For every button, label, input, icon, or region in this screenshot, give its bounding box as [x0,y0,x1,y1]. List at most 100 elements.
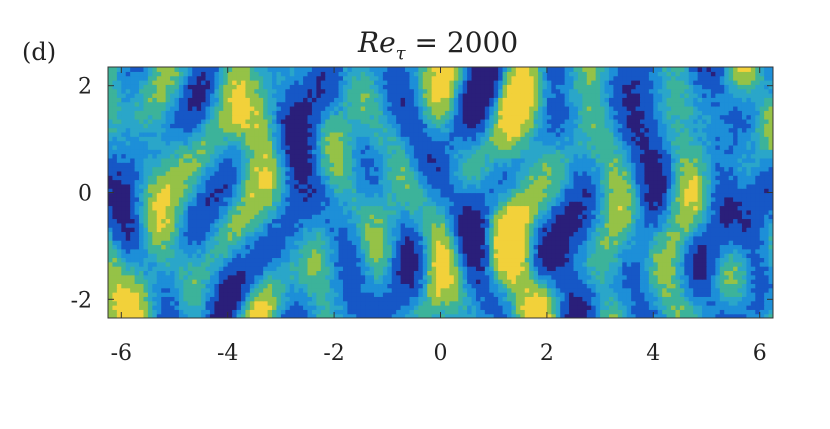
heatmap-cell [613,279,619,284]
heatmap-cell [205,235,211,241]
heatmap-cell [108,196,114,202]
heatmap-cell [236,214,242,220]
heatmap-cell [560,175,566,181]
heatmap-cell [507,227,513,233]
heatmap-cell [679,287,685,293]
heatmap-cell [298,309,304,315]
heatmap-cell [396,274,402,280]
heatmap-cell [289,170,295,176]
heatmap-cell [236,244,242,250]
heatmap-cell [648,244,654,250]
heatmap-cell [214,179,220,185]
heatmap-cell [413,313,419,318]
heatmap-cell [436,283,442,289]
heatmap-cell [507,218,513,224]
heatmap-cell [187,214,193,220]
heatmap-cell [666,266,672,271]
heatmap-cell [764,196,770,202]
heatmap-cell [507,274,513,280]
heatmap-cell [387,214,393,220]
heatmap-cell [409,261,415,267]
heatmap-cell [161,292,167,297]
heatmap-cell [635,235,641,241]
heatmap-cell [192,283,198,289]
heatmap-cell [342,266,348,271]
heatmap-cell [728,192,734,198]
heatmap-cell [338,205,344,211]
heatmap-cell [325,296,331,302]
heatmap-cell [161,175,167,181]
heatmap-cell [515,175,521,181]
heatmap-cell [569,235,575,241]
heatmap-cell [533,183,539,189]
heatmap-cell [542,205,548,211]
heatmap-cell [227,188,233,194]
heatmap-cell [600,222,606,228]
heatmap-cell [365,300,371,306]
heatmap-cell [573,283,579,289]
heatmap-cell [728,253,734,259]
heatmap-cell [484,222,490,228]
heatmap-cell [458,296,464,302]
heatmap-cell [249,296,255,302]
heatmap-cell [205,244,211,250]
heatmap-cell [648,248,654,254]
heatmap-cell [453,279,459,284]
heatmap-cell [258,175,264,181]
heatmap-cell [471,235,477,241]
heatmap-cell [298,201,304,207]
heatmap-cell [640,222,646,228]
heatmap-cell [183,261,189,267]
heatmap-cell [533,188,539,194]
heatmap-cell [152,196,158,202]
heatmap-cell [600,287,606,293]
heatmap-cell [125,222,131,228]
heatmap-cell [493,244,499,250]
heatmap-cell [546,313,552,318]
heatmap-cell [183,309,189,315]
heatmap-cell [440,313,446,318]
heatmap-cell [320,214,326,220]
heatmap-cell [640,296,646,302]
heatmap-cell [360,248,366,254]
heatmap-cell [307,196,313,202]
heatmap-cell [387,205,393,211]
heatmap-cell [529,296,535,302]
heatmap-cell [750,261,756,267]
heatmap-cell [125,218,131,224]
heatmap-cell [316,183,322,189]
heatmap-cell [635,240,641,246]
heatmap-cell [418,231,424,237]
heatmap-cell [475,305,481,310]
heatmap-cell [374,309,380,315]
heatmap-cell [108,261,114,267]
heatmap-cell [750,183,756,189]
heatmap-cell [294,192,300,198]
heatmap-cell [515,222,521,228]
heatmap-cell [741,201,747,207]
heatmap-cell [391,266,397,271]
heatmap-cell [710,248,716,254]
heatmap-cell [356,287,362,293]
heatmap-cell [298,192,304,198]
heatmap-cell [631,253,637,259]
heatmap-cell [684,257,690,263]
heatmap-cell [369,183,375,189]
heatmap-cell [400,274,406,280]
heatmap-cell [325,188,331,194]
heatmap-cell [515,192,521,198]
heatmap-cell [480,253,486,259]
heatmap-cell [267,253,273,259]
heatmap-cell [586,227,592,233]
heatmap-cell [719,313,725,318]
heatmap-cell [147,209,153,215]
heatmap-cell [436,300,442,306]
heatmap-cell [320,244,326,250]
heatmap-cell [564,188,570,194]
heatmap-cell [165,170,171,176]
heatmap-cell [600,305,606,310]
heatmap-cell [440,222,446,228]
heatmap-cell [471,179,477,185]
heatmap-cell [360,292,366,297]
heatmap-cell [671,179,677,185]
